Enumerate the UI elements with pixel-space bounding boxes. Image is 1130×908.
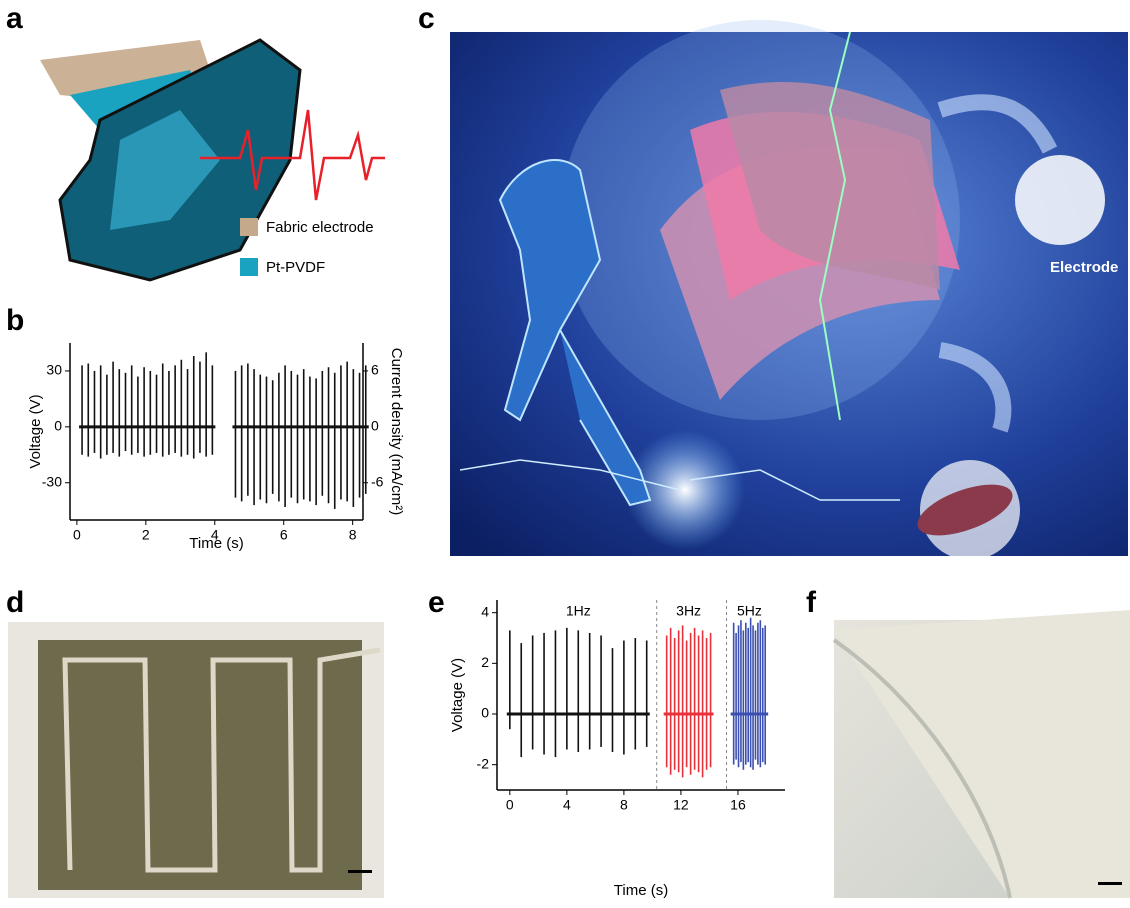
callout-label: Electrode bbox=[1050, 259, 1118, 276]
y-tick-label: 2 bbox=[481, 654, 489, 670]
y-axis-label: Voltage (V) bbox=[27, 394, 44, 468]
x-tick-label: 8 bbox=[349, 527, 357, 543]
x-tick-label: 2 bbox=[142, 527, 150, 543]
fabric-photo bbox=[834, 610, 1130, 898]
schematic-illustration bbox=[450, 20, 1128, 560]
y2-axis-label: Current density (mA/cm²) bbox=[388, 348, 405, 516]
y-tick-label: 30 bbox=[46, 362, 62, 378]
hand-illustration bbox=[40, 40, 385, 280]
x-axis-label: Time (s) bbox=[614, 882, 668, 899]
x-axis-label: Time (s) bbox=[189, 535, 243, 552]
panel-label: c bbox=[418, 2, 435, 35]
x-tick-label: 8 bbox=[620, 797, 628, 813]
y-tick-label: -30 bbox=[42, 473, 62, 489]
series-label: 1Hz bbox=[566, 603, 591, 619]
y-tick-label: 0 bbox=[481, 705, 489, 721]
panel-label: b bbox=[6, 304, 24, 337]
y-tick-label: -2 bbox=[477, 755, 490, 771]
x-tick-label: 16 bbox=[730, 797, 746, 813]
y2-tick-label: -6 bbox=[371, 473, 384, 489]
y-tick-label: 0 bbox=[54, 418, 62, 434]
x-tick-label: 0 bbox=[73, 527, 81, 543]
panel-label: a bbox=[6, 2, 23, 35]
panel-label: d bbox=[6, 586, 24, 619]
fabric-photo bbox=[8, 622, 384, 898]
y-tick-label: 4 bbox=[481, 603, 489, 619]
y2-tick-label: 0 bbox=[371, 418, 379, 434]
x-tick-label: 6 bbox=[280, 527, 288, 543]
y-axis-label: Voltage (V) bbox=[449, 658, 466, 732]
figure: a b c d e f Fabric electrode Pt-PVDF Ele… bbox=[0, 0, 1130, 903]
x-tick-label: 12 bbox=[673, 797, 689, 813]
y2-tick-label: 6 bbox=[371, 362, 379, 378]
series-label: 5Hz bbox=[737, 603, 762, 619]
legend-label: Pt-PVDF bbox=[266, 259, 325, 276]
series-label: 3Hz bbox=[676, 603, 701, 619]
x-tick-label: 4 bbox=[563, 797, 571, 813]
panel-label: f bbox=[806, 586, 817, 619]
panel-label: e bbox=[428, 586, 445, 619]
legend-label: Fabric electrode bbox=[266, 219, 374, 236]
x-tick-label: 0 bbox=[506, 797, 514, 813]
